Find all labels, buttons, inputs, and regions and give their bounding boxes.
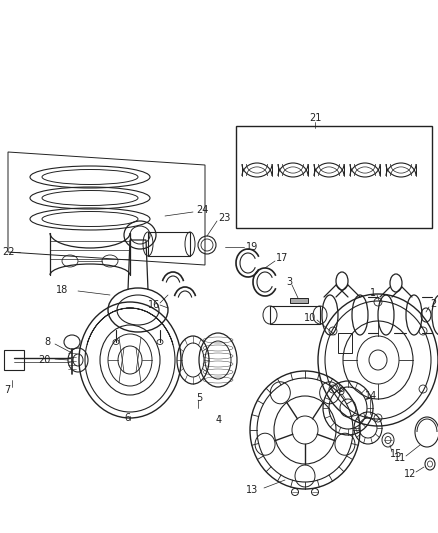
Text: 12: 12 [404,469,417,479]
Text: 6: 6 [124,413,130,423]
Text: 24: 24 [196,205,208,215]
Polygon shape [290,298,308,303]
Text: 7: 7 [4,385,10,395]
Text: 23: 23 [218,213,230,223]
Text: 20: 20 [38,355,50,365]
Bar [270,306,320,324]
Text: 3: 3 [286,277,292,287]
Text: 22: 22 [2,247,14,257]
Text: 14: 14 [365,391,377,401]
Text: 17: 17 [276,253,288,263]
Text: 16: 16 [148,300,160,310]
Text: 13: 13 [246,485,258,495]
Text: 10: 10 [304,313,316,323]
Text: 19: 19 [246,242,258,252]
Bar [148,232,190,256]
Text: 4: 4 [216,415,222,425]
Text: 8: 8 [44,337,50,347]
Text: 1: 1 [370,288,376,298]
Text: 21: 21 [309,113,321,123]
Text: 2: 2 [430,299,436,309]
Text: 9: 9 [338,387,344,397]
Bar [236,126,432,228]
Text: 18: 18 [56,285,68,295]
Text: 5: 5 [196,393,202,403]
Text: 15: 15 [390,449,403,459]
Bar [4,350,24,370]
Text: 11: 11 [394,453,406,463]
